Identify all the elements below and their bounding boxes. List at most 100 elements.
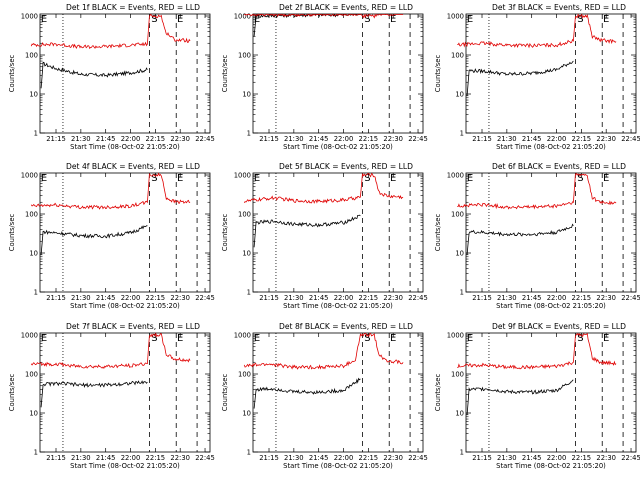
x-tick-label: 22:15 — [146, 294, 166, 302]
series-lld — [457, 332, 617, 370]
y-tick-label: 100 — [25, 371, 38, 379]
y-tick-label: 100 — [451, 52, 464, 60]
y-axis-label: Counts/sec — [8, 214, 16, 252]
panel-title: Det 7f BLACK = Events, RED = LLD — [66, 322, 200, 331]
plot-frame — [252, 332, 424, 453]
x-tick-label: 21:15 — [46, 294, 66, 302]
x-tick-label: 22:30 — [383, 454, 403, 462]
marker-s: S — [151, 173, 157, 184]
y-tick-label: 10 — [455, 410, 464, 418]
marker-e: E — [41, 333, 47, 344]
marker-e: E — [254, 333, 260, 344]
x-tick-label: 22:30 — [596, 454, 616, 462]
plot-frame — [465, 332, 637, 453]
panel-8: Det 8f BLACK = Events, RED = LLD 1 10 100 10… — [221, 322, 428, 470]
x-axis-label: Start Time (08-Oct-02 21:05:20) — [70, 302, 180, 310]
x-tick-label: 21:15 — [472, 135, 492, 143]
series-lld — [243, 172, 404, 204]
panel-title: Det 4f BLACK = Events, RED = LLD — [66, 162, 200, 171]
x-tick-label: 22:15 — [146, 454, 166, 462]
marker-e: E — [390, 333, 396, 344]
x-tick-label: 21:30 — [497, 135, 517, 143]
x-tick-label: 21:45 — [522, 454, 542, 462]
x-tick-label: 22:30 — [170, 454, 190, 462]
x-tick-label: 22:30 — [383, 294, 403, 302]
plot-frame — [252, 13, 424, 134]
y-axis-label: Counts/sec — [221, 374, 229, 412]
series-lld — [243, 333, 404, 370]
series-events — [253, 377, 361, 409]
marker-e: E — [254, 173, 260, 184]
y-tick-label: 10 — [455, 250, 464, 258]
marker-e: E — [177, 173, 183, 184]
x-tick-label: 22:15 — [572, 294, 592, 302]
panel-9: Det 9f BLACK = Events, RED = LLD 1 10 100 10… — [434, 322, 640, 470]
series-events — [466, 60, 574, 96]
x-tick-label: 22:00 — [334, 454, 354, 462]
panel-7: Det 7f BLACK = Events, RED = LLD 1 10 100 10… — [8, 322, 215, 470]
x-tick-label: 22:15 — [146, 135, 166, 143]
panel-title: Det 8f BLACK = Events, RED = LLD — [279, 322, 413, 331]
y-tick-label: 10 — [242, 91, 251, 99]
marker-e: E — [467, 173, 473, 184]
panel-4: Det 4f BLACK = Events, RED = LLD 1 10 100 10… — [8, 162, 215, 310]
x-tick-label: 22:30 — [596, 135, 616, 143]
x-tick-label: 22:00 — [547, 135, 567, 143]
y-tick-label: 1000 — [447, 13, 464, 21]
x-tick-label: 21:30 — [71, 454, 91, 462]
x-tick-label: 21:30 — [497, 454, 517, 462]
x-tick-label: 22:45 — [195, 294, 215, 302]
y-tick-label: 1 — [460, 130, 464, 138]
x-axis-label: Start Time (08-Oct-02 21:05:20) — [283, 143, 393, 151]
y-tick-label: 1 — [34, 130, 38, 138]
y-tick-label: 1 — [247, 130, 251, 138]
y-axis-label: Counts/sec — [434, 55, 442, 93]
y-tick-label: 1 — [34, 289, 38, 297]
x-axis-label: Start Time (08-Oct-02 21:05:20) — [70, 143, 180, 151]
marker-s: S — [364, 14, 370, 25]
marker-s: S — [364, 173, 370, 184]
x-tick-label: 21:15 — [259, 294, 279, 302]
marker-e: E — [467, 333, 473, 344]
marker-e: E — [254, 14, 260, 25]
marker-e: E — [41, 173, 47, 184]
x-tick-label: 21:15 — [259, 454, 279, 462]
y-axis-label: Counts/sec — [8, 55, 16, 93]
x-tick-label: 22:00 — [121, 294, 141, 302]
x-tick-label: 22:00 — [547, 454, 567, 462]
y-tick-label: 100 — [451, 211, 464, 219]
y-tick-label: 100 — [238, 371, 251, 379]
y-tick-label: 1 — [34, 449, 38, 457]
panel-1: Det 1f BLACK = Events, RED = LLD 1 10 100 10… — [8, 3, 215, 151]
x-axis-label: Start Time (08-Oct-02 21:05:20) — [283, 462, 393, 470]
x-tick-label: 21:45 — [96, 135, 116, 143]
x-tick-label: 22:15 — [359, 135, 379, 143]
x-tick-label: 21:30 — [71, 135, 91, 143]
x-tick-label: 22:30 — [383, 135, 403, 143]
marker-e: E — [41, 14, 47, 25]
x-tick-label: 22:45 — [408, 454, 428, 462]
series-lld — [30, 332, 191, 369]
x-tick-label: 22:45 — [408, 294, 428, 302]
y-tick-label: 1000 — [21, 332, 38, 340]
y-tick-label: 1 — [247, 289, 251, 297]
marker-e: E — [390, 173, 396, 184]
y-tick-label: 1000 — [21, 13, 38, 21]
panel-5: Det 5f BLACK = Events, RED = LLD 1 10 100 10… — [221, 162, 428, 310]
marker-e: E — [177, 14, 183, 25]
x-tick-label: 22:15 — [572, 135, 592, 143]
y-axis-label: Counts/sec — [221, 55, 229, 93]
x-tick-label: 21:30 — [284, 454, 304, 462]
x-tick-label: 22:45 — [195, 454, 215, 462]
marker-s: S — [151, 333, 157, 344]
marker-e: E — [390, 14, 396, 25]
panel-title: Det 9f BLACK = Events, RED = LLD — [492, 322, 626, 331]
y-tick-label: 1 — [247, 449, 251, 457]
y-axis-label: Counts/sec — [434, 214, 442, 252]
y-tick-label: 1 — [460, 289, 464, 297]
x-tick-label: 22:30 — [170, 294, 190, 302]
y-tick-label: 10 — [29, 250, 38, 258]
y-tick-label: 1000 — [447, 332, 464, 340]
y-tick-label: 100 — [451, 371, 464, 379]
